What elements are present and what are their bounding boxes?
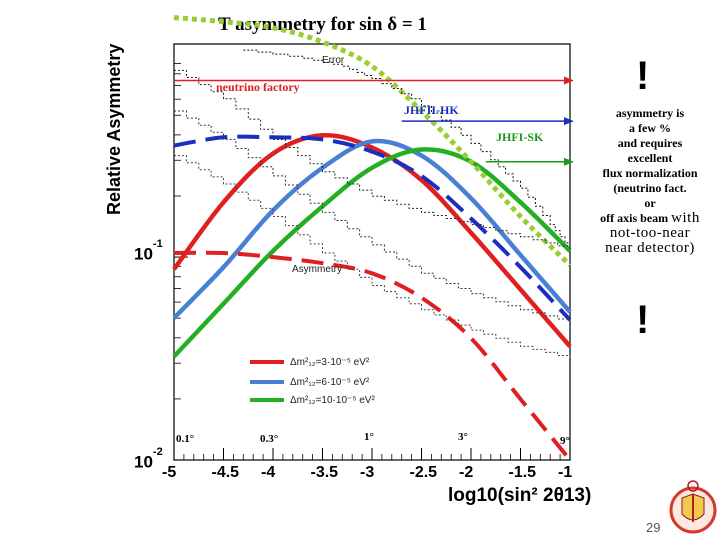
x-tick-label: -2.5 [409, 464, 438, 481]
plot-series [172, 15, 572, 462]
page-number: 29 [646, 520, 661, 535]
beam-label-jhfii-hk: JHFII-HK [404, 103, 459, 117]
angle-label: 3° [458, 431, 468, 443]
beam-arrows [174, 76, 574, 166]
beam-arrow-head [564, 117, 574, 126]
x-tick-label: -3 [360, 464, 375, 481]
series-step-line [174, 69, 571, 249]
series-solid-line [172, 132, 572, 348]
asymmetry-annotation: Asymmetry [292, 264, 342, 275]
y-tick-label: 10-2 [134, 446, 163, 472]
angle-label: 0.1° [176, 433, 195, 445]
x-tick-label: -5 [162, 464, 177, 481]
x-tick-label: -1.5 [508, 464, 537, 481]
legend-entry-label: Δm²₁₂=10·10⁻⁵ eV² [290, 395, 375, 406]
x-tick-label: -3.5 [310, 464, 339, 481]
legend-entry-label: Δm²₁₂=6·10⁻⁵ eV² [290, 377, 370, 388]
x-axis-label: log10(sin² 2θ13) [448, 485, 592, 506]
exclamation-mark: ! [636, 298, 650, 342]
x-tick-label: -1 [558, 464, 573, 481]
x-tick-label: -4.5 [211, 464, 240, 481]
error-annotation: Error [322, 55, 345, 66]
beam-label-neutrino-factory: neutrino factory [216, 80, 300, 94]
legend-lines [250, 360, 284, 402]
university-seal-logo [669, 480, 717, 534]
chart-title: T asymmetry for sin δ = 1 [218, 14, 427, 35]
x-tick-label: -2 [459, 464, 474, 481]
y-tick-label: 10-1 [134, 238, 163, 264]
x-tick-label: -4 [261, 464, 276, 481]
series-step-line [243, 49, 571, 249]
series-solid-line [172, 138, 572, 320]
series-solid-line [172, 147, 572, 359]
angle-label: 0.3° [260, 433, 279, 445]
legend-entry-label: Δm²₁₂=3·10⁻⁵ eV² [290, 357, 370, 368]
beam-label-jhfi-sk: JHFI-SK [496, 130, 544, 144]
y-axis-label: Relative Asymmetry [104, 43, 124, 215]
exclamation-mark: ! [636, 54, 650, 98]
side-note: asymmetry is a few % and requires excell… [600, 106, 700, 256]
angle-label: 1° [364, 431, 374, 443]
series-dashed-line [173, 250, 572, 462]
angle-label: 9° [560, 435, 570, 447]
beam-arrow-head [564, 157, 574, 166]
series-dashed-line [173, 134, 572, 322]
beam-arrow-head [564, 76, 574, 85]
